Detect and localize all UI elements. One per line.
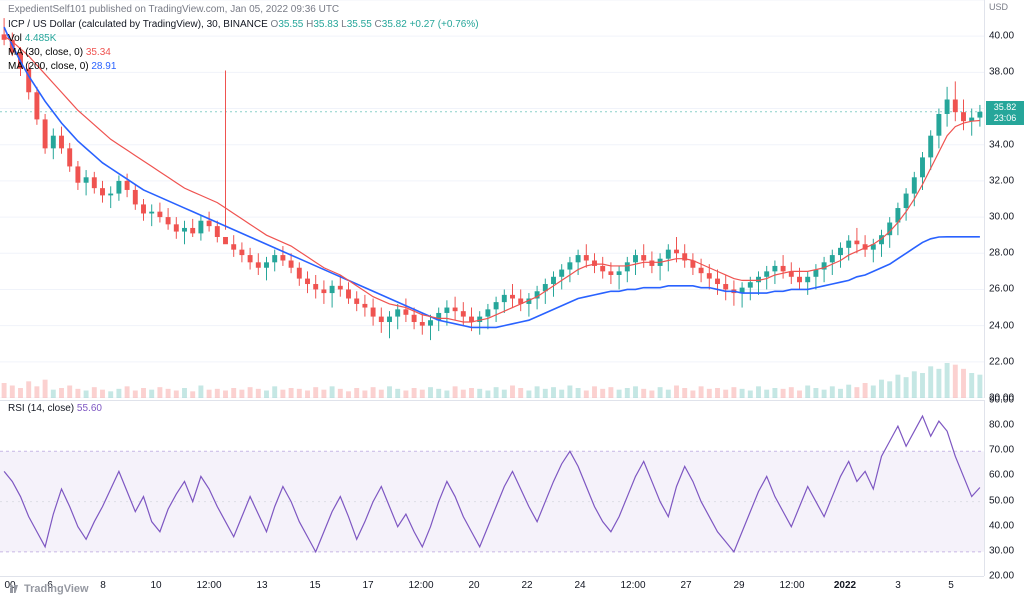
rsi-tick: 60.00 bbox=[989, 470, 1014, 481]
rsi-pane[interactable]: RSI (14, close) 55.60 bbox=[0, 400, 984, 576]
price-tick: 40.00 bbox=[989, 31, 1014, 42]
time-tick: 17 bbox=[362, 580, 373, 591]
time-tick: 5 bbox=[948, 580, 954, 591]
price-tick: 30.00 bbox=[989, 212, 1014, 223]
price-yaxis[interactable]: USD 20.0022.0024.0026.0028.0030.0032.003… bbox=[984, 0, 1024, 398]
vol-label: Vol bbox=[8, 33, 22, 44]
time-tick: 13 bbox=[256, 580, 267, 591]
ohlc-close: 35.82 bbox=[382, 19, 407, 30]
rsi-tick: 90.00 bbox=[989, 395, 1014, 406]
rsi-tick: 70.00 bbox=[989, 445, 1014, 456]
ma30-label: MA (30, close, 0) bbox=[8, 47, 83, 58]
rsi-tick: 80.00 bbox=[989, 420, 1014, 431]
price-tick: 32.00 bbox=[989, 175, 1014, 186]
main-legend: ICP / US Dollar (calculated by TradingVi… bbox=[8, 18, 479, 74]
time-tick: 12:00 bbox=[779, 580, 804, 591]
time-tick: 24 bbox=[574, 580, 585, 591]
symbol-label: ICP / US Dollar (calculated by TradingVi… bbox=[8, 19, 268, 30]
ohlc-open: 35.55 bbox=[278, 19, 303, 30]
rsi-tick: 20.00 bbox=[989, 571, 1014, 582]
change-pct: (+0.76%) bbox=[438, 19, 479, 30]
rsi-label: RSI (14, close) bbox=[8, 403, 74, 414]
time-tick: 22 bbox=[521, 580, 532, 591]
time-tick: 12:00 bbox=[196, 580, 221, 591]
price-tick: 38.00 bbox=[989, 67, 1014, 78]
currency-label: USD bbox=[989, 2, 1008, 12]
time-tick: 29 bbox=[733, 580, 744, 591]
rsi-legend: RSI (14, close) 55.60 bbox=[8, 403, 102, 414]
chart-container: ExpedientSelf101 published on TradingVie… bbox=[0, 0, 1024, 609]
rsi-tick: 50.00 bbox=[989, 495, 1014, 506]
price-tick: 22.00 bbox=[989, 356, 1014, 367]
rsi-chart-svg bbox=[0, 401, 984, 577]
time-tick: 12:00 bbox=[620, 580, 645, 591]
last-price-tag: 35.8223:06 bbox=[986, 101, 1024, 125]
ohlc-low: 35.55 bbox=[347, 19, 372, 30]
time-tick: 15 bbox=[309, 580, 320, 591]
price-tick: 24.00 bbox=[989, 320, 1014, 331]
ma30-value: 35.34 bbox=[86, 47, 111, 58]
price-tick: 26.00 bbox=[989, 284, 1014, 295]
tradingview-icon bbox=[8, 583, 20, 595]
time-tick: 20 bbox=[468, 580, 479, 591]
time-tick: 27 bbox=[680, 580, 691, 591]
time-tick: 10 bbox=[150, 580, 161, 591]
rsi-value: 55.60 bbox=[77, 403, 102, 414]
price-tick: 28.00 bbox=[989, 248, 1014, 259]
time-tick: 8 bbox=[100, 580, 106, 591]
time-tick: 3 bbox=[895, 580, 901, 591]
rsi-yaxis[interactable]: 20.0030.0040.0050.0060.0070.0080.0090.00 bbox=[984, 400, 1024, 576]
time-tick: 12:00 bbox=[408, 580, 433, 591]
change-abs: +0.27 bbox=[410, 19, 435, 30]
tradingview-watermark: TradingView bbox=[8, 583, 89, 595]
vol-value: 4.485K bbox=[25, 33, 57, 44]
ma200-label: MA (200, close, 0) bbox=[8, 61, 89, 72]
ma200-value: 28.91 bbox=[91, 61, 116, 72]
watermark-text: TradingView bbox=[24, 583, 89, 595]
rsi-tick: 30.00 bbox=[989, 545, 1014, 556]
ohlc-high: 35.83 bbox=[313, 19, 338, 30]
time-tick: 2022 bbox=[834, 580, 856, 591]
price-tick: 34.00 bbox=[989, 139, 1014, 150]
time-xaxis[interactable]: 00681012:0013151712:0020222412:00272912:… bbox=[0, 576, 984, 596]
publisher-header: ExpedientSelf101 published on TradingVie… bbox=[8, 4, 339, 15]
rsi-tick: 40.00 bbox=[989, 520, 1014, 531]
